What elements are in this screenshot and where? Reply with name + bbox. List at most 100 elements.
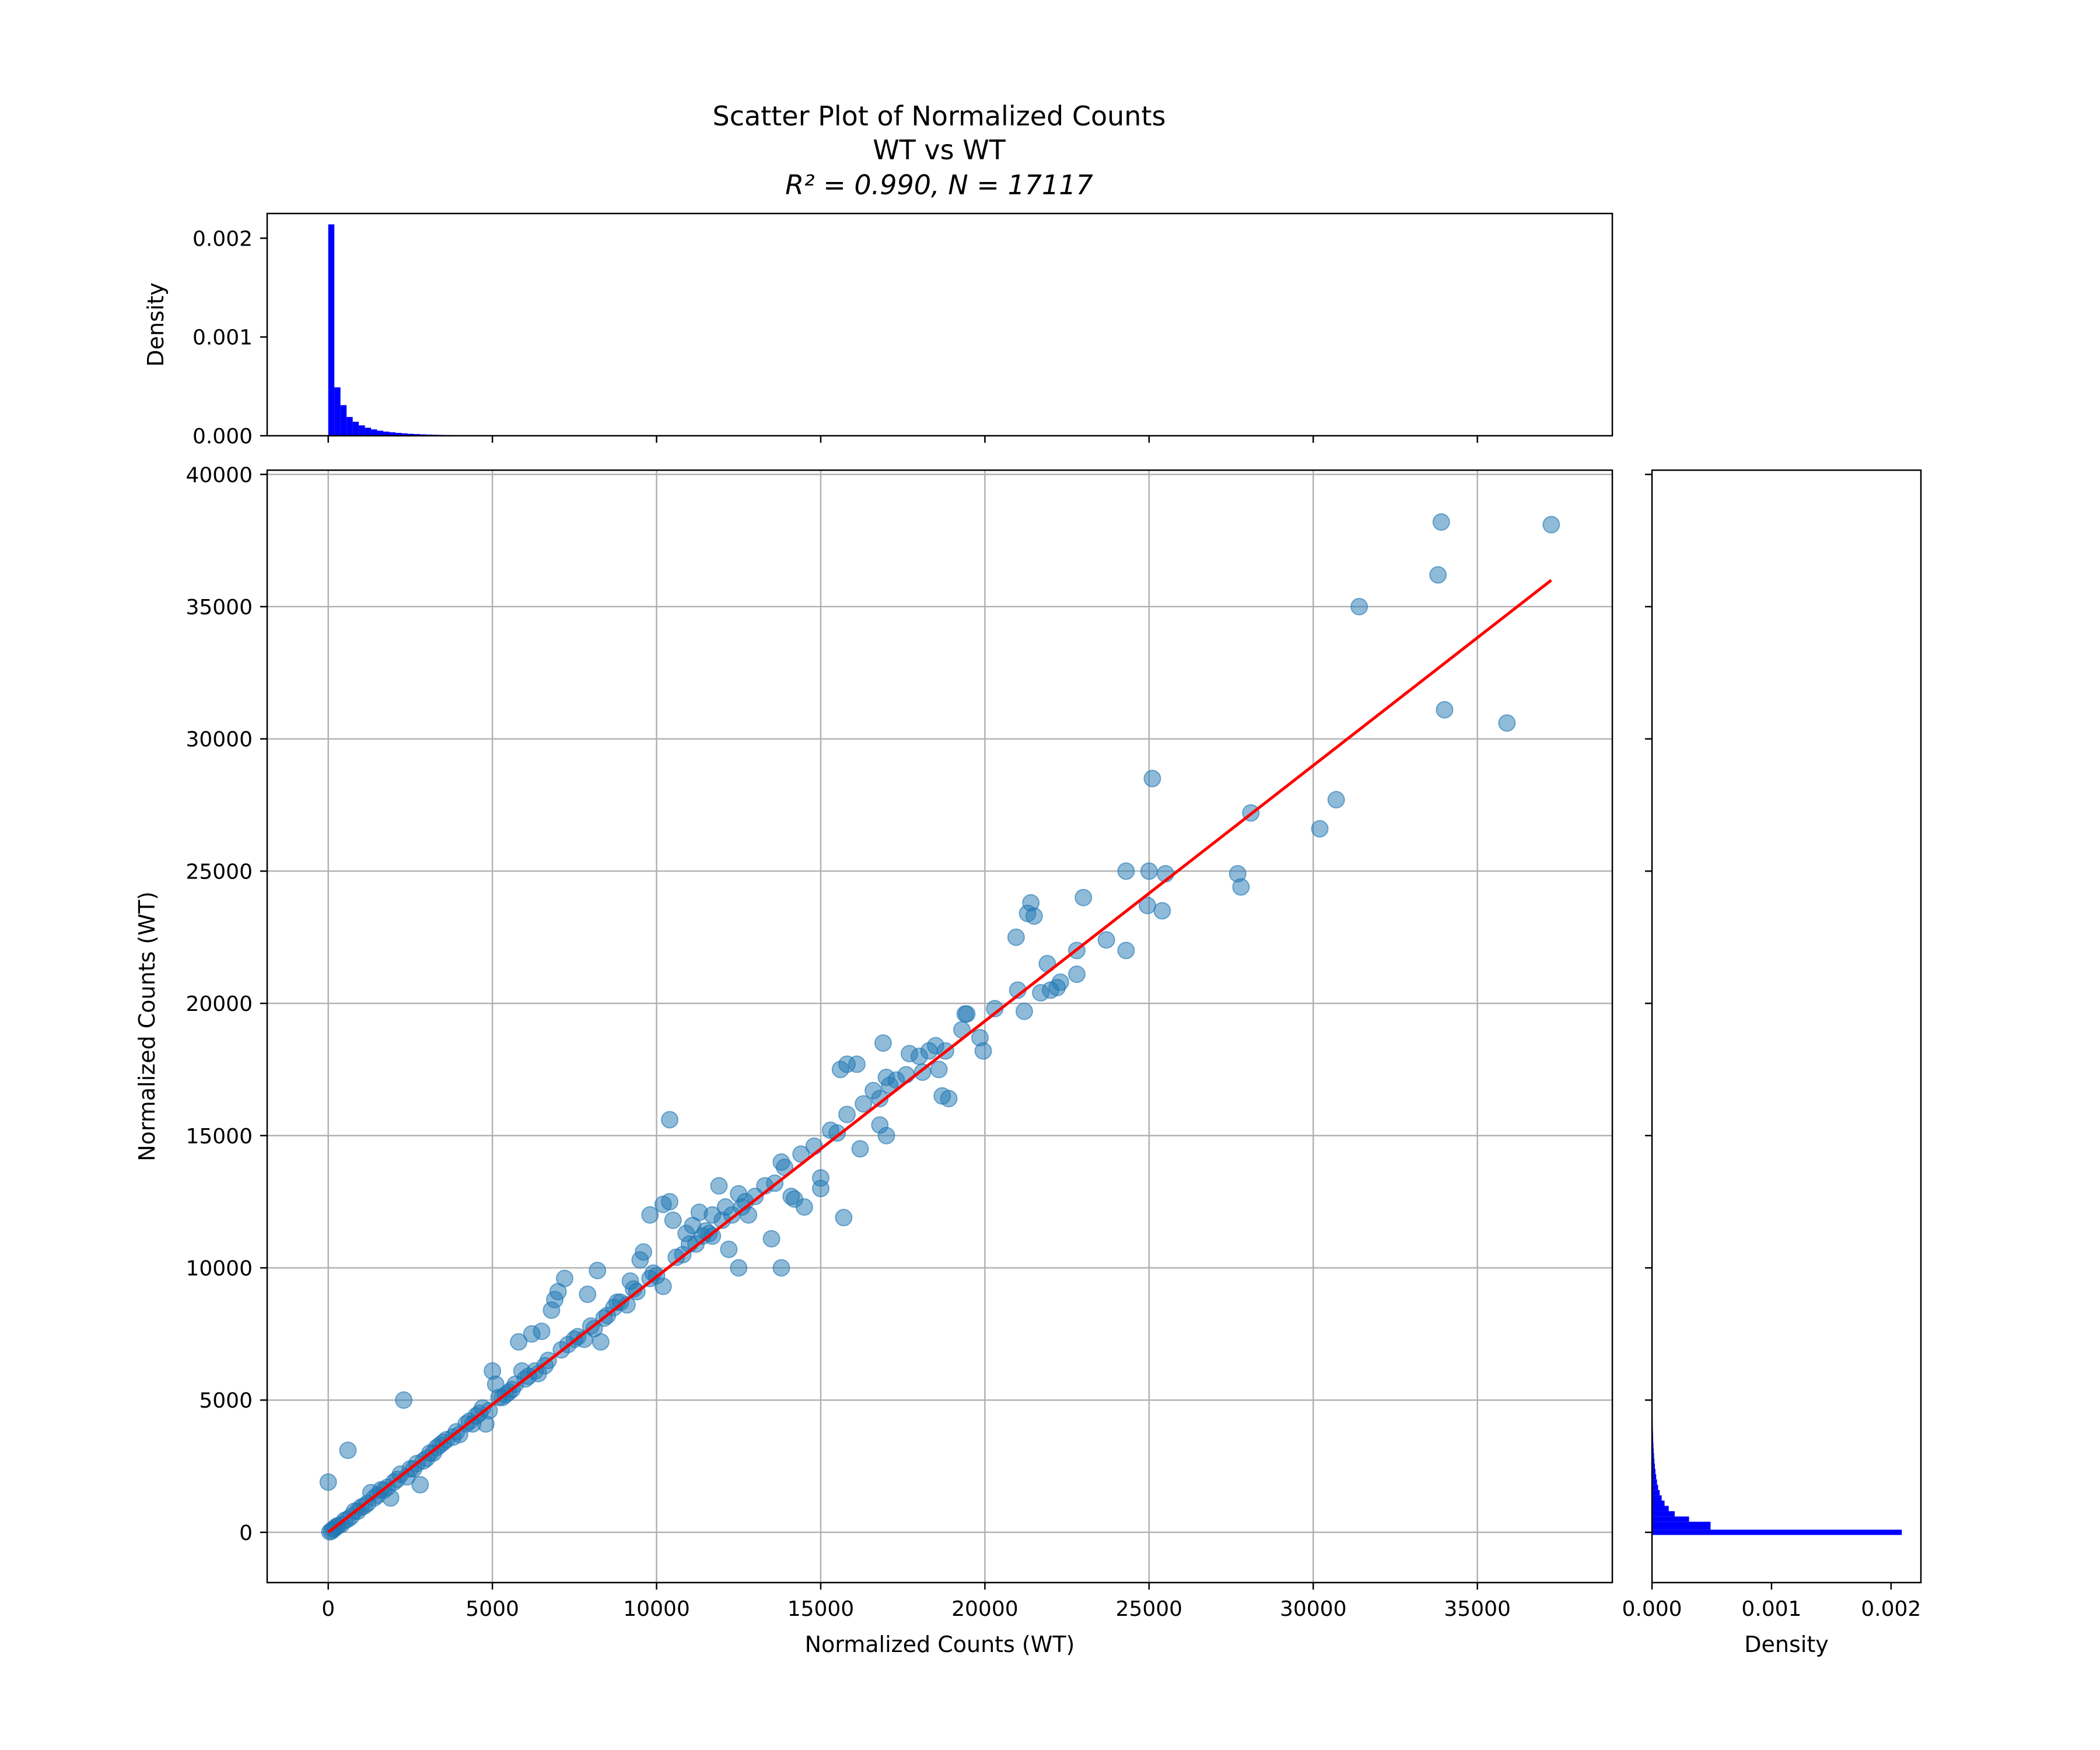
scatter-point (661, 1193, 679, 1211)
title-line-2: WT vs WT (873, 134, 1006, 166)
x-tick-label: 15000 (788, 1597, 855, 1621)
scatter-point (720, 1240, 738, 1258)
right-hist-bar (1652, 1506, 1669, 1511)
scatter-point (1007, 928, 1025, 946)
right-hist-bars (1652, 1400, 1902, 1535)
scatter-point (855, 1095, 873, 1113)
top-hist-bar (371, 429, 377, 436)
scatter-point (1498, 714, 1516, 732)
right-hist-x-tick-label: 0.001 (1741, 1597, 1801, 1621)
top-hist-bar (396, 433, 402, 436)
scatter-point (874, 1034, 892, 1052)
top-hist-y-tick-label: 0.000 (192, 425, 253, 449)
x-tick-label: 0 (321, 1597, 335, 1621)
right-hist-bar (1652, 1495, 1662, 1501)
y-tick-label: 10000 (186, 1256, 253, 1280)
right-hist-bar (1652, 1500, 1665, 1506)
right-hist-bar (1652, 1463, 1655, 1469)
scatter-point (339, 1441, 357, 1460)
scatter-point (395, 1391, 413, 1409)
top-hist-bar (352, 421, 359, 436)
scatter-point (1140, 862, 1158, 880)
scatter-point (592, 1333, 610, 1351)
x-tick-label: 5000 (466, 1597, 519, 1621)
chart-title: Scatter Plot of Normalized Counts WT vs … (713, 100, 1166, 201)
scatter-points (319, 513, 1560, 1541)
scatter-point (1327, 790, 1345, 808)
right-hist-bar (1652, 1458, 1655, 1464)
scatter-point (733, 1198, 751, 1216)
scatter-point (1432, 513, 1450, 531)
top-hist-bar (365, 428, 372, 436)
y-tick-label: 5000 (199, 1389, 253, 1413)
scatter-point (930, 1060, 948, 1079)
scatter-point (1051, 973, 1069, 991)
right-hist-x-tick-label: 0.002 (1861, 1597, 1921, 1621)
y-tick-label: 40000 (186, 463, 253, 487)
main-axes-frame (266, 469, 1614, 1584)
scatter-point (661, 1111, 679, 1129)
y-tick-label: 30000 (186, 728, 253, 752)
x-tick-label: 20000 (951, 1597, 1019, 1621)
right-hist-bar (1652, 1469, 1656, 1475)
scatter-point (1015, 1002, 1033, 1020)
top-hist-bar (346, 416, 353, 436)
y-tick-label: 15000 (186, 1125, 253, 1149)
right-hist-bar (1652, 1479, 1657, 1485)
top-hist-bar (359, 425, 365, 436)
scatter-point (641, 1206, 659, 1224)
right-hist-bar (1652, 1447, 1654, 1453)
scatter-point (835, 1209, 853, 1227)
scatter-point (1143, 769, 1161, 788)
scatter-point (772, 1259, 790, 1277)
title-line-1: Scatter Plot of Normalized Counts (713, 100, 1166, 132)
x-tick-label: 10000 (623, 1597, 690, 1621)
scatter-point (762, 1230, 780, 1248)
top-hist-bar (328, 224, 335, 436)
top-hist-bar (389, 432, 396, 436)
top-hist-y-label: Density (143, 282, 169, 366)
scatter-point (664, 1211, 682, 1229)
right-hist-bar (1652, 1474, 1657, 1480)
top-hist-bars (328, 224, 573, 436)
right-hist-x-tick-label: 0.000 (1622, 1597, 1682, 1621)
scatter-point (635, 1243, 653, 1261)
scatter-point (811, 1169, 830, 1187)
main-grid (267, 470, 1612, 1583)
y-tick-label: 35000 (186, 596, 253, 620)
scatter-point (1117, 862, 1135, 880)
scatter-point (1429, 566, 1447, 584)
scatter-point (1074, 888, 1093, 907)
y-tick-label: 0 (239, 1521, 253, 1545)
scatter-point (1436, 701, 1454, 719)
right-hist-bar (1652, 1516, 1689, 1522)
scatter-point (523, 1325, 541, 1343)
main-scatter-plot: 0 5000 10000 15000 20000 25000 30000 35000 0 5000… (134, 463, 1614, 1657)
top-hist-bar (401, 433, 408, 436)
scatter-point (730, 1259, 748, 1277)
scatter-point (1542, 516, 1560, 534)
scatter-point (1153, 902, 1171, 920)
scatter-point (805, 1137, 823, 1155)
top-hist-bar (414, 434, 420, 436)
scatter-point (958, 1005, 976, 1023)
scatter-point (782, 1188, 800, 1206)
scatter-point (792, 1145, 810, 1163)
right-hist-bar (1652, 1485, 1658, 1490)
top-hist-bar (340, 405, 347, 436)
x-tick-label: 35000 (1444, 1597, 1511, 1621)
x-axis-label: Normalized Counts (WT) (805, 1632, 1075, 1657)
scatter-point (821, 1121, 839, 1139)
scatter-point (1025, 907, 1043, 925)
top-hist-y-tick-label: 0.002 (192, 227, 253, 251)
scatter-point (1311, 820, 1329, 838)
scatter-point (510, 1333, 528, 1351)
right-hist-x-label: Density (1744, 1632, 1828, 1657)
scatter-point (851, 1140, 869, 1158)
scatter-point (838, 1105, 856, 1124)
x-tick-label: 30000 (1280, 1597, 1347, 1621)
scatter-point (1350, 597, 1368, 615)
title-line-3: R² = 0.990, N = 17117 (785, 169, 1093, 201)
